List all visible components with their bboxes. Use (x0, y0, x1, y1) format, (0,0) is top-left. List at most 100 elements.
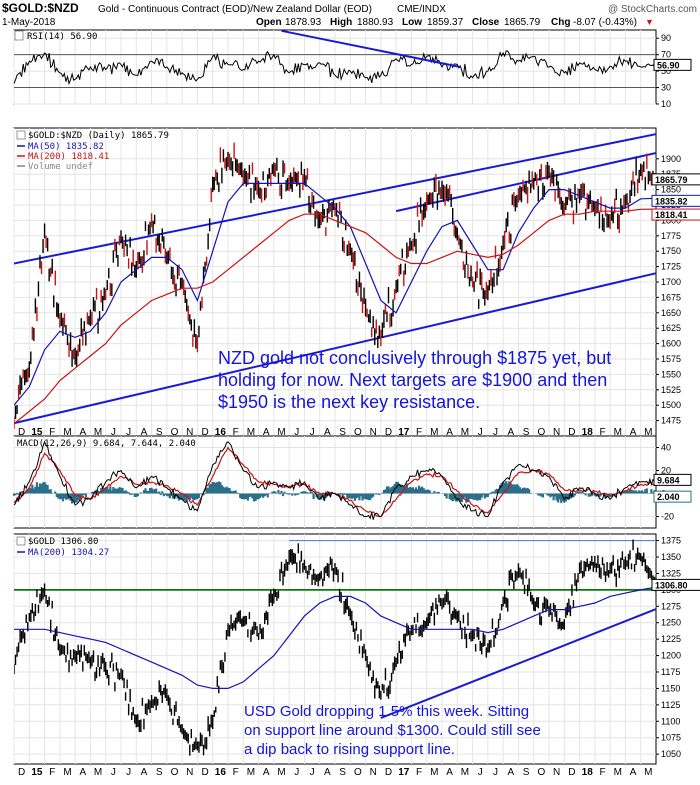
gold-x-tick-label: J (478, 767, 483, 778)
ma200-line (14, 208, 656, 425)
main-x-tick-label: S (523, 427, 530, 438)
main-x-tick-label: S (339, 427, 346, 438)
gold-x-tick-label: A (141, 767, 148, 778)
gold-x-tick-label: F (233, 767, 239, 778)
gold-x-tick-label: A (507, 767, 514, 778)
main-x-tick-label: J (111, 427, 116, 438)
main-y-tick-label: 1625 (661, 323, 681, 333)
gold-y-tick-label: 1050 (661, 749, 681, 759)
gold-y-tick-label: 1350 (661, 552, 681, 562)
main-x-tick-label: A (79, 427, 86, 438)
gold-x-tick-label: A (324, 767, 331, 778)
gold-x-tick-label: M (461, 767, 469, 778)
main-y-tick-label: 1650 (661, 308, 681, 318)
gold-x-tick-label: M (614, 767, 622, 778)
main-y-tick-label: 1525 (661, 385, 681, 395)
gold-annotation-line: USD Gold dropping 1.5% this week. Sittin… (244, 703, 529, 720)
rsi-y-tick-label: 70 (661, 50, 671, 60)
gold-y-tick-label: 1225 (661, 634, 681, 644)
gold-x-tick-label: M (277, 767, 285, 778)
gold-plot-area (14, 539, 656, 756)
gold-x-tick-label: S (156, 767, 163, 778)
macd-line (13, 440, 657, 520)
gold-annotation-line: a dip back to rising support line. (244, 741, 455, 758)
main-y-tick-label: 1500 (661, 400, 681, 410)
gold-y-tick-label: 1250 (661, 618, 681, 628)
main-x-tick-label: O (171, 427, 179, 438)
main-y-tick-label: 1550 (661, 369, 681, 379)
gold-x-tick-label: N (370, 767, 377, 778)
main-x-tick-label: J (493, 427, 498, 438)
macd-histogram-value-box (653, 490, 692, 503)
close-value: 1865.79 (504, 17, 541, 28)
main-current-value: 1835.82 (655, 196, 688, 206)
main-annotation-line: holding for now. Next targets are $1900 … (218, 370, 607, 390)
main-x-tick-label: M (461, 427, 469, 438)
gold-x-tick-label: N (186, 767, 193, 778)
open-value: 1878.93 (285, 17, 322, 28)
main-y-tick-label: 1575 (661, 354, 681, 364)
gold-y-tick-label: 1375 (661, 536, 681, 546)
gold-x-tick-label: 16 (215, 767, 227, 778)
gold-x-tick-label: M (644, 767, 652, 778)
main-x-tick-label: A (446, 427, 453, 438)
main-y-tick-label: 1675 (661, 292, 681, 302)
main-y-tick-label: 1475 (661, 416, 681, 426)
main-x-tick-label: S (156, 427, 163, 438)
main-y-tick-label: 1750 (661, 246, 681, 256)
rsi-panel-title: RSI(14) 56.90 (27, 32, 97, 42)
main-x-tick-label: F (233, 427, 239, 438)
macd-current-value-box (653, 473, 692, 486)
main-x-tick-label: J (294, 427, 299, 438)
macd-current-value: 9.684 (657, 475, 680, 485)
gold-x-tick-label: D (568, 767, 575, 778)
chg-value: -8.07 (-0.43%) (573, 17, 637, 28)
gold-x-tick-label: A (79, 767, 86, 778)
main-plot-area (14, 133, 656, 429)
main-x-tick-label: D (201, 427, 208, 438)
gold-annotation-line: on support line around $1300. Could stil… (244, 722, 541, 739)
gold-x-tick-label: 17 (398, 767, 410, 778)
main-legend-swatch (16, 130, 26, 140)
gold-legend-swatch (16, 536, 26, 546)
gold-x-tick-label: F (599, 767, 605, 778)
rsi-trendline (281, 29, 461, 68)
gold-x-tick-label: D (18, 767, 25, 778)
rsi-current-value-box (653, 58, 692, 71)
main-x-tick-label: A (507, 427, 514, 438)
gold-x-tick-label: S (523, 767, 530, 778)
main-panel-title: $GOLD:$NZD (Daily) 1865.79 (28, 131, 169, 141)
main-x-tick-label: M (614, 427, 622, 438)
macd-y-tick-label: 40 (661, 443, 671, 453)
gold-y-tick-label: 1200 (661, 651, 681, 661)
main-x-tick-label: M (94, 427, 102, 438)
gold-y-tick-label: 1275 (661, 601, 681, 611)
main-annotation-line: $1950 is the next key resistance. (218, 392, 480, 412)
gold-x-tick-label: J (111, 767, 116, 778)
main-x-tick-label: F (416, 427, 422, 438)
main-x-tick-label: M (430, 427, 438, 438)
main-current-value: 1818.41 (655, 210, 688, 220)
main-trendline-2 (14, 272, 656, 425)
macd-histogram-value: 2.040 (657, 492, 680, 502)
low-label: Low (402, 17, 422, 28)
main-x-tick-label: M (277, 427, 285, 438)
main-x-tick-label: J (478, 427, 483, 438)
gold-x-tick-label: D (385, 767, 392, 778)
date-label: 1-May-2018 (2, 17, 56, 28)
gold-x-tick-label: 15 (31, 767, 43, 778)
main-x-tick-label: 15 (31, 427, 43, 438)
main-annotation-line: NZD gold not conclusively through $1875 … (218, 348, 611, 368)
low-value: 1859.37 (427, 17, 464, 28)
gold-current-value-box (651, 578, 700, 591)
rsi-y-tick-label: 30 (661, 83, 671, 93)
gold-x-tick-label: J (310, 767, 315, 778)
gold-panel-title: $GOLD 1306.80 (28, 537, 98, 547)
main-x-tick-label: N (186, 427, 193, 438)
gold-x-tick-label: N (553, 767, 560, 778)
main-y-tick-label: 1775 (661, 231, 681, 241)
gold-ma200-line (14, 586, 656, 689)
gold-x-tick-label: M (247, 767, 255, 778)
rsi-legend-swatch (14, 30, 24, 41)
macd-y-tick-label: 20 (661, 466, 671, 476)
